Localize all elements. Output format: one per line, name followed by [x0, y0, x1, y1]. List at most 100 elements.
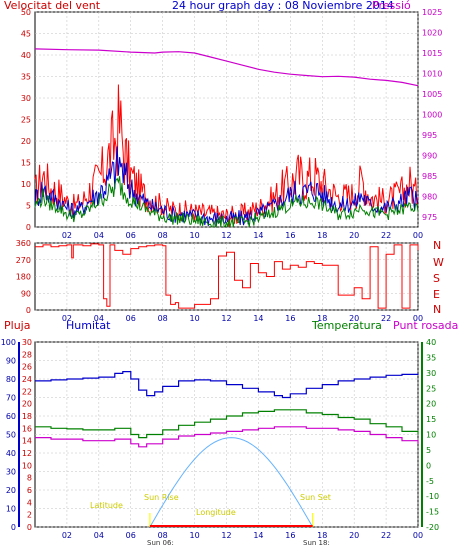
direction-y-tick-label: 360 — [16, 239, 31, 248]
humitat-y-tick-label: 16 — [22, 424, 32, 433]
humitat-y-tick-label: 2 — [27, 511, 32, 520]
pressure-y-tick-label: 980 — [422, 192, 437, 201]
wind-y-tick-label: 25 — [21, 116, 31, 125]
humidity-series-magenta — [35, 426, 419, 448]
wind-panel-x-tick-label: 00 — [413, 231, 423, 240]
humidity-panel-x-tick-label: 14 — [253, 531, 263, 540]
wind-y-tick-label: 40 — [21, 51, 31, 60]
wind-panel-x-tick-label: 06 — [126, 231, 136, 240]
temperature-y-tick-label: -15 — [426, 508, 439, 517]
direction-panel-x-tick-label: 18 — [317, 314, 327, 323]
humitat-y-tick-label: 26 — [22, 363, 32, 372]
temperature-y-tick-label: 35 — [426, 353, 436, 362]
dir-label-w: W — [433, 256, 444, 269]
pluja-y-tick-label: 30 — [6, 468, 16, 477]
direction-panel-x-tick-label: 04 — [94, 314, 104, 323]
pressure-label: Pressió — [372, 0, 411, 12]
temperature-y-tick-label: 10 — [426, 431, 436, 440]
humitat-y-tick-label: 6 — [27, 486, 32, 495]
direction-panel-x-tick-label: 14 — [253, 314, 263, 323]
wind-y-tick-label: 50 — [21, 8, 31, 17]
wind-y-tick-label: 35 — [21, 73, 31, 82]
humidity-panel-x-tick-label: 10 — [189, 531, 199, 540]
wind-y-tick-label: 10 — [21, 180, 31, 189]
pluja-label: Pluja — [4, 319, 31, 332]
punt-rosada-label: Punt rosada — [393, 319, 459, 332]
wind-y-tick-label: 5 — [26, 202, 31, 211]
direction-y-tick-label: 270 — [16, 256, 31, 265]
temperature-y-tick-label: 0 — [426, 461, 431, 470]
wind-y-tick-label: 45 — [21, 30, 31, 39]
humitat-y-tick-label: 4 — [27, 498, 32, 507]
wind-panel-x-tick-label: 02 — [62, 231, 72, 240]
wind-y-tick-label: 20 — [21, 137, 31, 146]
sunrise-label: Sun Rise — [144, 493, 179, 502]
sun-arc — [149, 437, 314, 528]
direction-panel-x-tick-label: 08 — [158, 314, 168, 323]
pluja-y-tick-label: 100 — [1, 338, 16, 347]
humidity-panel-x-tick-label: 18 — [317, 531, 327, 540]
pressure-y-tick-label: 985 — [422, 172, 437, 181]
wind-panel-x-tick-label: 04 — [94, 231, 104, 240]
temperature-y-tick-label: 20 — [426, 400, 436, 409]
direction-panel-x-tick-label: 02 — [62, 314, 72, 323]
temperature-y-tick-label: 5 — [426, 446, 431, 455]
direction-panel-x-tick-label: 12 — [221, 314, 231, 323]
wind-y-tick-label: 15 — [21, 159, 31, 168]
temperature-y-tick-label: -5 — [426, 477, 434, 486]
sunrise-time-label: Sun 06: — [147, 539, 174, 547]
humitat-y-tick-label: 12 — [22, 449, 32, 458]
longitude-label: Longitude — [196, 508, 236, 517]
direction-panel-x-tick-label: 06 — [126, 314, 136, 323]
humitat-y-tick-label: 30 — [22, 338, 32, 347]
dir-label-e: E — [433, 288, 440, 301]
pressure-y-tick-label: 1000 — [422, 110, 442, 119]
humidity-series-green — [35, 409, 419, 439]
pressure-y-tick-label: 1005 — [422, 90, 442, 99]
direction-panel-x-tick-label: 20 — [349, 314, 359, 323]
wind-panel-x-tick-label: 14 — [253, 231, 263, 240]
direction-panel-x-tick-label: 22 — [381, 314, 391, 323]
pluja-y-tick-label: 90 — [6, 357, 16, 366]
temperatura-label: Temperatura — [312, 319, 382, 332]
humitat-y-tick-label: 8 — [27, 474, 32, 483]
pluja-y-tick-label: 20 — [6, 486, 16, 495]
pluja-y-tick-label: 50 — [6, 431, 16, 440]
pluja-y-tick-label: 40 — [6, 449, 16, 458]
sunset-label: Sun Set — [300, 493, 331, 502]
pressure-y-tick-label: 1025 — [422, 8, 442, 17]
pluja-y-tick-label: 70 — [6, 394, 16, 403]
temperature-y-tick-label: -10 — [426, 492, 439, 501]
humidity-panel-x-tick-label: 08 — [158, 531, 168, 540]
pressure-y-tick-label: 995 — [422, 131, 437, 140]
humidity-panel-x-tick-label: 02 — [62, 531, 72, 540]
humitat-y-tick-label: 18 — [22, 412, 32, 421]
direction-y-tick-label: 180 — [16, 273, 31, 282]
humitat-y-tick-label: 20 — [22, 400, 32, 409]
wind-series-blue — [34, 146, 419, 226]
humidity-panel-x-tick-label: 12 — [221, 531, 231, 540]
humitat-y-tick-label: 24 — [22, 375, 32, 384]
pressure-y-tick-label: 1010 — [422, 69, 442, 78]
pressure-y-tick-label: 975 — [422, 213, 437, 222]
wind-y-tick-label: 30 — [21, 94, 31, 103]
wind-panel-x-tick-label: 18 — [317, 231, 327, 240]
wind-panel-x-tick-label: 12 — [221, 231, 231, 240]
humitat-y-tick-label: 22 — [22, 387, 32, 396]
dir-label-n-bottom: N — [433, 303, 442, 316]
wind-panel-x-tick-label: 16 — [285, 231, 295, 240]
pressure-y-tick-label: 1015 — [422, 49, 442, 58]
temperature-y-tick-label: 30 — [426, 369, 436, 378]
humitat-y-tick-label: 14 — [22, 437, 32, 446]
humidity-panel-x-tick-label: 20 — [349, 531, 359, 540]
wind-panel-x-tick-label: 20 — [349, 231, 359, 240]
sunset-time-label: Sun 18: — [303, 539, 330, 547]
wind-panel-x-tick-label: 08 — [158, 231, 168, 240]
humidity-series-blue — [35, 371, 419, 399]
humitat-y-tick-label: 28 — [22, 350, 32, 359]
humidity-panel-x-tick-label: 16 — [285, 531, 295, 540]
wind-panel-x-tick-label: 22 — [381, 231, 391, 240]
dir-label-n-top: N — [433, 239, 442, 252]
wind-speed-label: Velocitat del vent — [4, 0, 101, 12]
